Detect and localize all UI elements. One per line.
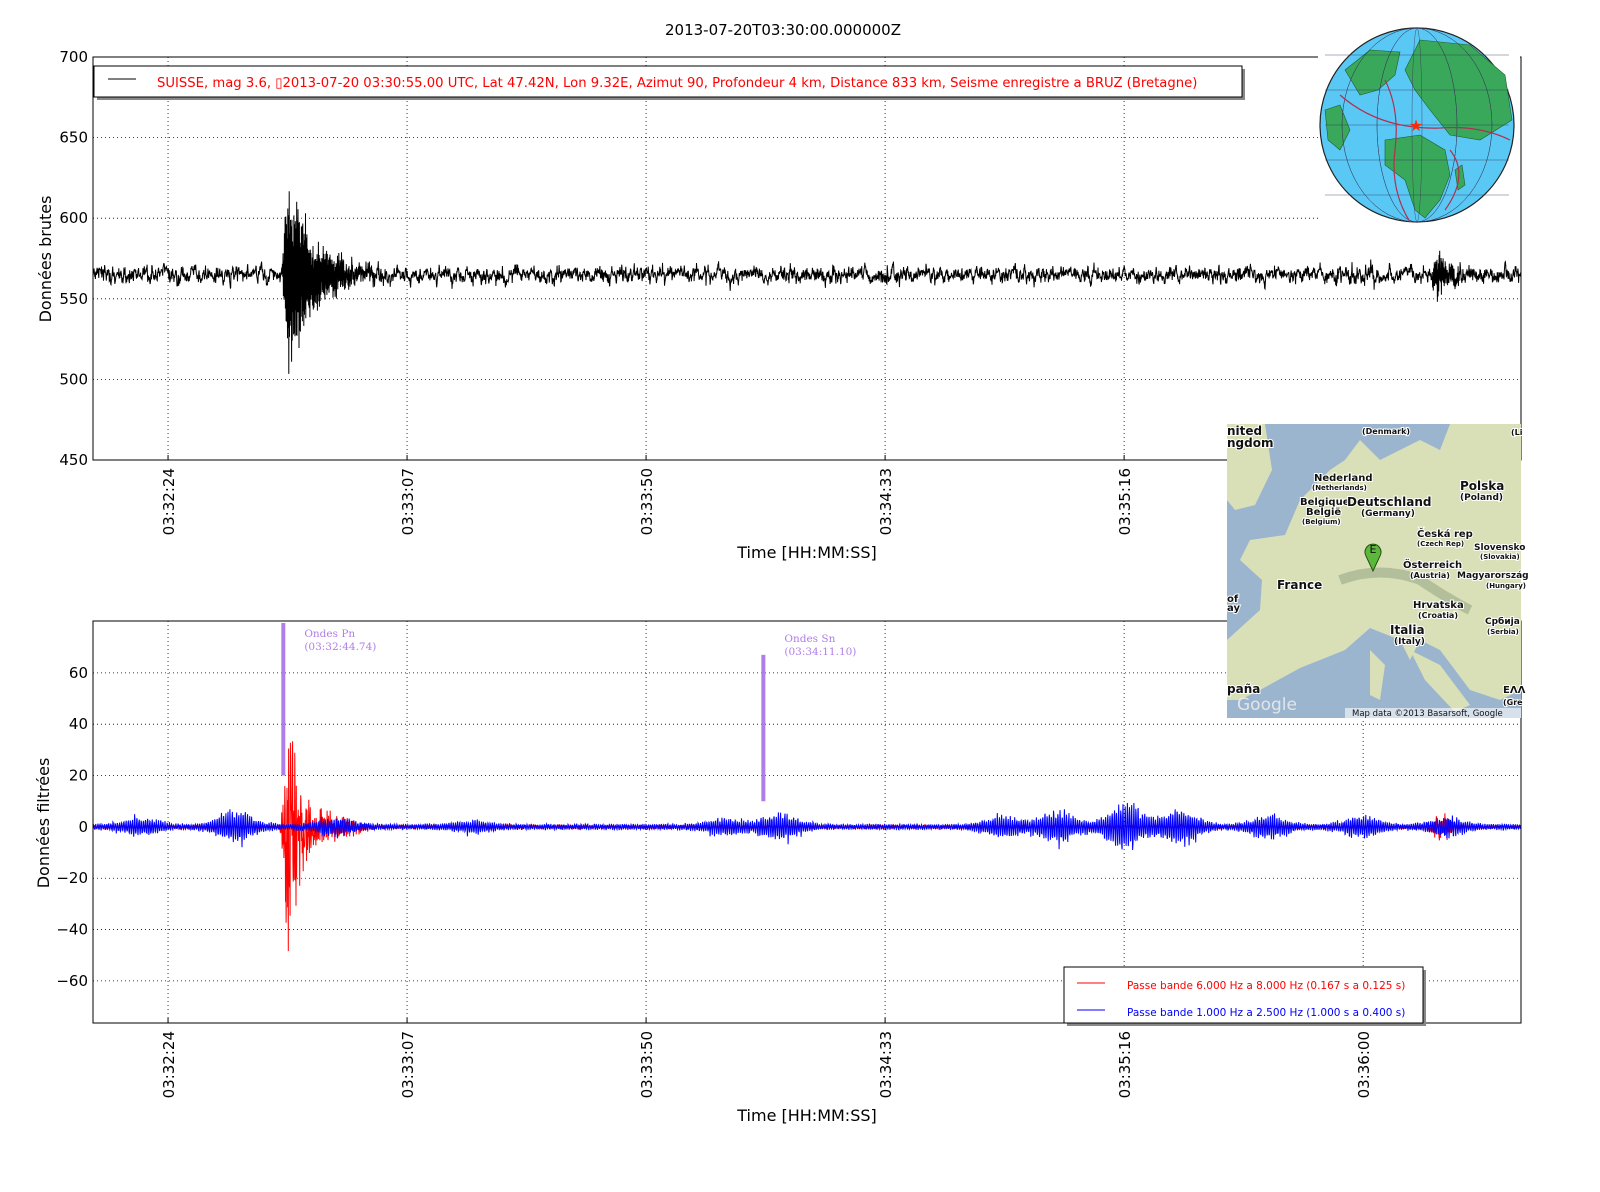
map-label: Polska	[1460, 479, 1504, 493]
y-tick-label: 700	[59, 48, 88, 66]
map-uk	[1227, 424, 1272, 510]
map-label: Česká rep	[1417, 527, 1473, 540]
map-label: France	[1277, 578, 1322, 592]
y-tick-label: −20	[56, 869, 88, 887]
x-tick-label: 03:34:33	[877, 468, 895, 535]
x-axis-label: Time [HH:MM:SS]	[736, 543, 877, 562]
map-label: (Austria)	[1410, 571, 1450, 580]
x-tick-label: 03:32:24	[160, 468, 178, 535]
map-label: (Denmark)	[1362, 427, 1410, 436]
map-marker-icon	[1364, 543, 1382, 573]
bandpass-6-8hz-waveform	[92, 741, 1522, 952]
y-tick-label: 500	[59, 370, 88, 388]
plate-boundaries	[1339, 79, 1511, 223]
y-tick-label: 650	[59, 129, 88, 147]
phase-time: (03:34:11.10)	[784, 646, 856, 658]
x-tick-label: 03:35:16	[1116, 468, 1134, 535]
phase-label: Ondes Pn	[304, 628, 355, 640]
bandpass-1-2.5hz-waveform	[92, 802, 1522, 851]
y-tick-label: 450	[59, 451, 88, 469]
raw-waveform	[92, 191, 1522, 374]
x-tick-label: 03:33:07	[399, 468, 417, 535]
map-label: (Croatia)	[1418, 611, 1458, 620]
legend-box	[93, 65, 1243, 98]
map-label: Србија	[1485, 616, 1520, 627]
map-label: (Czech Rep)	[1417, 540, 1464, 548]
axes-frame	[92, 56, 1522, 461]
map-label: (Netherlands)	[1312, 484, 1367, 492]
y-tick-label: 60	[69, 664, 88, 682]
map-label: (Slovakia)	[1480, 553, 1520, 561]
attribution-bg	[1345, 708, 1521, 718]
map-marker-label: E	[1370, 543, 1377, 556]
x-tick-label: 03:32:24	[160, 1031, 178, 1098]
y-tick-label: 20	[69, 767, 88, 785]
x-tick-label: 03:33:50	[638, 468, 656, 535]
x-tick-label: 03:35:16	[1116, 1031, 1134, 1098]
y-tick-label: −40	[56, 921, 88, 939]
globe-meridian	[1341, 27, 1493, 223]
map-label: Slovensko	[1474, 543, 1525, 553]
map-label: of	[1227, 594, 1239, 605]
map-label: (Germany)	[1361, 509, 1415, 519]
raw-data-axes: 03:32:24 03:33:07 03:33:50 03:34:33 03:35:16…	[36, 48, 1522, 562]
legend-box	[1063, 966, 1424, 1024]
x-tick-label: 03:34:33	[877, 1031, 895, 1098]
map-label: Hrvatska	[1413, 600, 1464, 611]
map-label: ay	[1227, 603, 1240, 614]
map-islands	[1370, 650, 1470, 712]
legend-label: SUISSE, mag 3.6, ▯2013-07-20 03:30:55.00…	[157, 76, 1197, 91]
map-label: Magyarország	[1457, 571, 1529, 581]
map-label: Österreich	[1403, 557, 1462, 571]
map-label: Deutschland	[1347, 495, 1432, 509]
globe-landmass	[1344, 49, 1401, 96]
map-label: (Hungary)	[1486, 582, 1526, 590]
filtered-data-axes: 03:32:24 03:33:07 03:33:50 03:34:33 03:35:16…	[34, 620, 1522, 1125]
map-label: (Gre	[1503, 698, 1523, 707]
y-tick-label: 0	[78, 818, 88, 836]
y-tick-label: −60	[56, 972, 88, 990]
map-attribution: Map data ©2013 Basarsoft, Google	[1352, 709, 1503, 719]
map-label: ngdom	[1227, 436, 1273, 450]
y-tick-label: 550	[59, 290, 88, 308]
legend-label: Passe bande 6.000 Hz a 8.000 Hz (0.167 s…	[1127, 980, 1405, 992]
legend-label: Passe bande 1.000 Hz a 2.500 Hz (1.000 s…	[1127, 1007, 1405, 1019]
y-axis-label: Données brutes	[36, 196, 55, 323]
x-tick-label: 03:36:00	[1355, 1031, 1373, 1098]
map-label: (Serbia)	[1487, 628, 1519, 636]
figure-title: 2013-07-20T03:30:00.000000Z	[665, 21, 901, 39]
x-tick-label: 03:33:07	[399, 1031, 417, 1098]
epicenter-star-icon: ★	[1409, 116, 1423, 135]
globe-landmass	[1324, 104, 1351, 151]
x-axis-label: Time [HH:MM:SS]	[736, 1106, 877, 1125]
google-logo: Google	[1237, 695, 1297, 715]
map-label: Nederland	[1314, 473, 1372, 484]
phase-time: (03:32:44.74)	[304, 641, 376, 653]
map-label: België	[1306, 507, 1341, 518]
map-label: paña	[1227, 682, 1260, 696]
map-label: (Li	[1511, 428, 1523, 437]
map-label: ΕΛΛ	[1503, 685, 1526, 696]
map-label: (Poland)	[1460, 493, 1503, 503]
y-axis-label: Données filtrées	[34, 758, 53, 889]
axes-frame	[92, 620, 1522, 1024]
map-label: nited	[1227, 424, 1262, 438]
globe-inset: ★	[1318, 24, 1520, 226]
map-label: Italia	[1390, 623, 1425, 637]
map-label: (Italy)	[1394, 637, 1425, 647]
map-alps	[1338, 567, 1473, 615]
y-tick-label: 600	[59, 209, 88, 227]
map-label: (Belgium)	[1302, 518, 1341, 526]
phase-label: Ondes Sn	[784, 633, 835, 645]
x-tick-label: 03:33:50	[638, 1031, 656, 1098]
globe-landmass	[1384, 134, 1451, 219]
map-label: Belgique	[1300, 497, 1350, 508]
y-tick-label: 40	[69, 715, 88, 733]
